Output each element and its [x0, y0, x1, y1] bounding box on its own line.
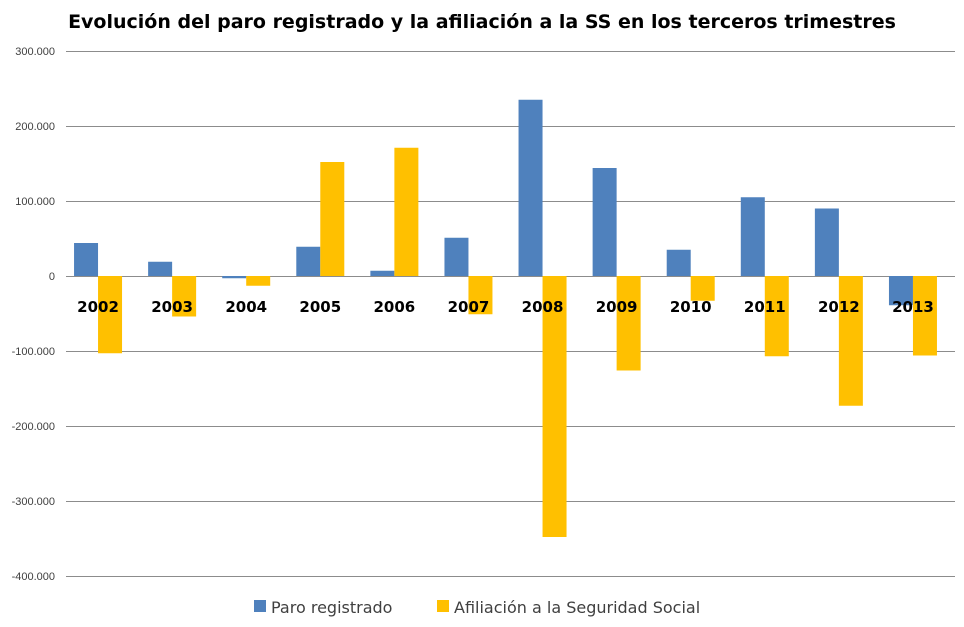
x-tick-label-2007: 2007: [448, 298, 490, 316]
x-tick-label-2006: 2006: [374, 298, 416, 316]
bar-afiliacion-2011: [764, 276, 789, 357]
bar-afiliacion-2013: [912, 276, 937, 356]
bar-paro-2004: [222, 276, 247, 279]
x-axis-tick-labels: 2002 2003 2004 2005 2006 2007 2008 2009 2010 2011…: [77, 298, 934, 316]
y-tick-label: 300.000: [15, 46, 55, 58]
x-tick-label-2013: 2013: [892, 298, 934, 316]
y-tick-label: -300.000: [12, 496, 55, 508]
y-tick-label: 100.000: [15, 196, 55, 208]
bar-afiliacion-2005: [320, 162, 345, 276]
bar-paro-2011: [740, 197, 765, 276]
bar-paro-2008: [518, 99, 543, 276]
x-tick-label-2002: 2002: [77, 298, 119, 316]
x-tick-label-2003: 2003: [151, 298, 193, 316]
bar-afiliacion-2010: [690, 276, 715, 301]
y-tick-label: 0: [49, 271, 55, 283]
legend: Paro registrado Afiliación a la Segurida…: [254, 598, 700, 617]
legend-swatch-paro: [254, 600, 266, 612]
gridlines: [66, 51, 955, 577]
y-tick-label: 200.000: [15, 121, 55, 133]
bars: [74, 99, 937, 537]
bar-paro-2009: [592, 168, 617, 276]
bar-paro-2002: [74, 243, 99, 276]
bar-paro-2012: [814, 208, 839, 276]
bar-afiliacion-2008: [542, 276, 567, 537]
x-tick-label-2010: 2010: [670, 298, 712, 316]
bar-afiliacion-2009: [616, 276, 641, 371]
y-tick-label: -100.000: [12, 346, 55, 358]
x-tick-label-2005: 2005: [299, 298, 341, 316]
bar-afiliacion-2007: [468, 276, 493, 315]
x-tick-label-2012: 2012: [818, 298, 860, 316]
bar-afiliacion-2006: [394, 147, 419, 276]
legend-swatch-afiliacion: [437, 600, 449, 612]
legend-label-afiliacion: Afiliación a la Seguridad Social: [454, 598, 700, 617]
bar-afiliacion-2003: [172, 276, 197, 317]
bar-paro-2006: [370, 270, 395, 276]
x-tick-label-2004: 2004: [225, 298, 267, 316]
x-tick-label-2009: 2009: [596, 298, 638, 316]
chart-title: Evolución del paro registrado y la afili…: [68, 11, 896, 33]
x-tick-label-2011: 2011: [744, 298, 786, 316]
x-tick-label-2008: 2008: [522, 298, 564, 316]
legend-label-paro: Paro registrado: [271, 598, 392, 617]
y-tick-label: -200.000: [12, 421, 55, 433]
bar-afiliacion-2012: [838, 276, 863, 406]
bar-afiliacion-2004: [246, 276, 271, 286]
bar-paro-2005: [296, 246, 321, 276]
bar-paro-2003: [148, 261, 173, 276]
bar-paro-2007: [444, 237, 469, 276]
bar-paro-2013: [888, 276, 913, 306]
bar-paro-2010: [666, 249, 691, 276]
bar-afiliacion-2002: [98, 276, 123, 354]
y-axis-tick-labels: 300.000 200.000 100.000 0 -100.000 -200.000 -3…: [12, 46, 55, 583]
y-tick-label: -400.000: [12, 571, 55, 583]
